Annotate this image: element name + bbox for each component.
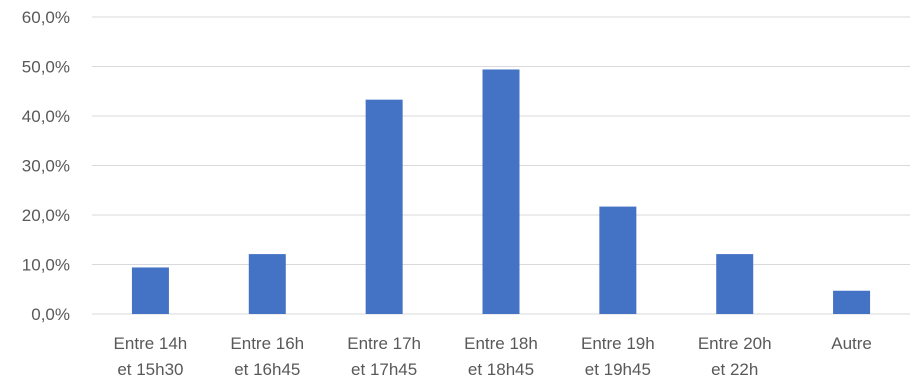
bars: [131, 69, 871, 314]
bar: [131, 267, 169, 314]
y-tick-label: 50,0%: [22, 58, 70, 77]
x-tick-label: Entre 16h et 16h45: [230, 334, 304, 379]
x-tick-label: Entre 19h et 19h45: [581, 334, 655, 379]
x-tick-label: Entre 18h et 18h45: [464, 334, 538, 379]
x-tick-label: Entre 14h et 15h30: [114, 334, 188, 379]
y-tick-label: 10,0%: [22, 256, 70, 275]
y-axis-ticks: 0,0% 10,0% 20,0% 30,0% 40,0% 50,0% 60,0%: [22, 8, 70, 324]
y-tick-label: 0,0%: [31, 305, 70, 324]
y-tick-label: 20,0%: [22, 206, 70, 225]
y-tick-label: 60,0%: [22, 8, 70, 27]
y-tick-label: 30,0%: [22, 157, 70, 176]
bar: [365, 99, 403, 314]
bar: [833, 290, 871, 314]
y-tick-label: 40,0%: [22, 107, 70, 126]
bar: [482, 69, 520, 314]
x-tick-label: Entre 17h et 17h45: [347, 334, 421, 379]
x-tick-label: Autre: [831, 334, 872, 353]
x-axis-labels: Entre 14h et 15h30 Entre 16h et 16h45 Entre …: [114, 334, 872, 379]
bar: [248, 254, 286, 314]
bar: [599, 206, 637, 314]
bar: [716, 254, 754, 314]
x-tick-label: Entre 20h et 22h: [698, 334, 772, 379]
